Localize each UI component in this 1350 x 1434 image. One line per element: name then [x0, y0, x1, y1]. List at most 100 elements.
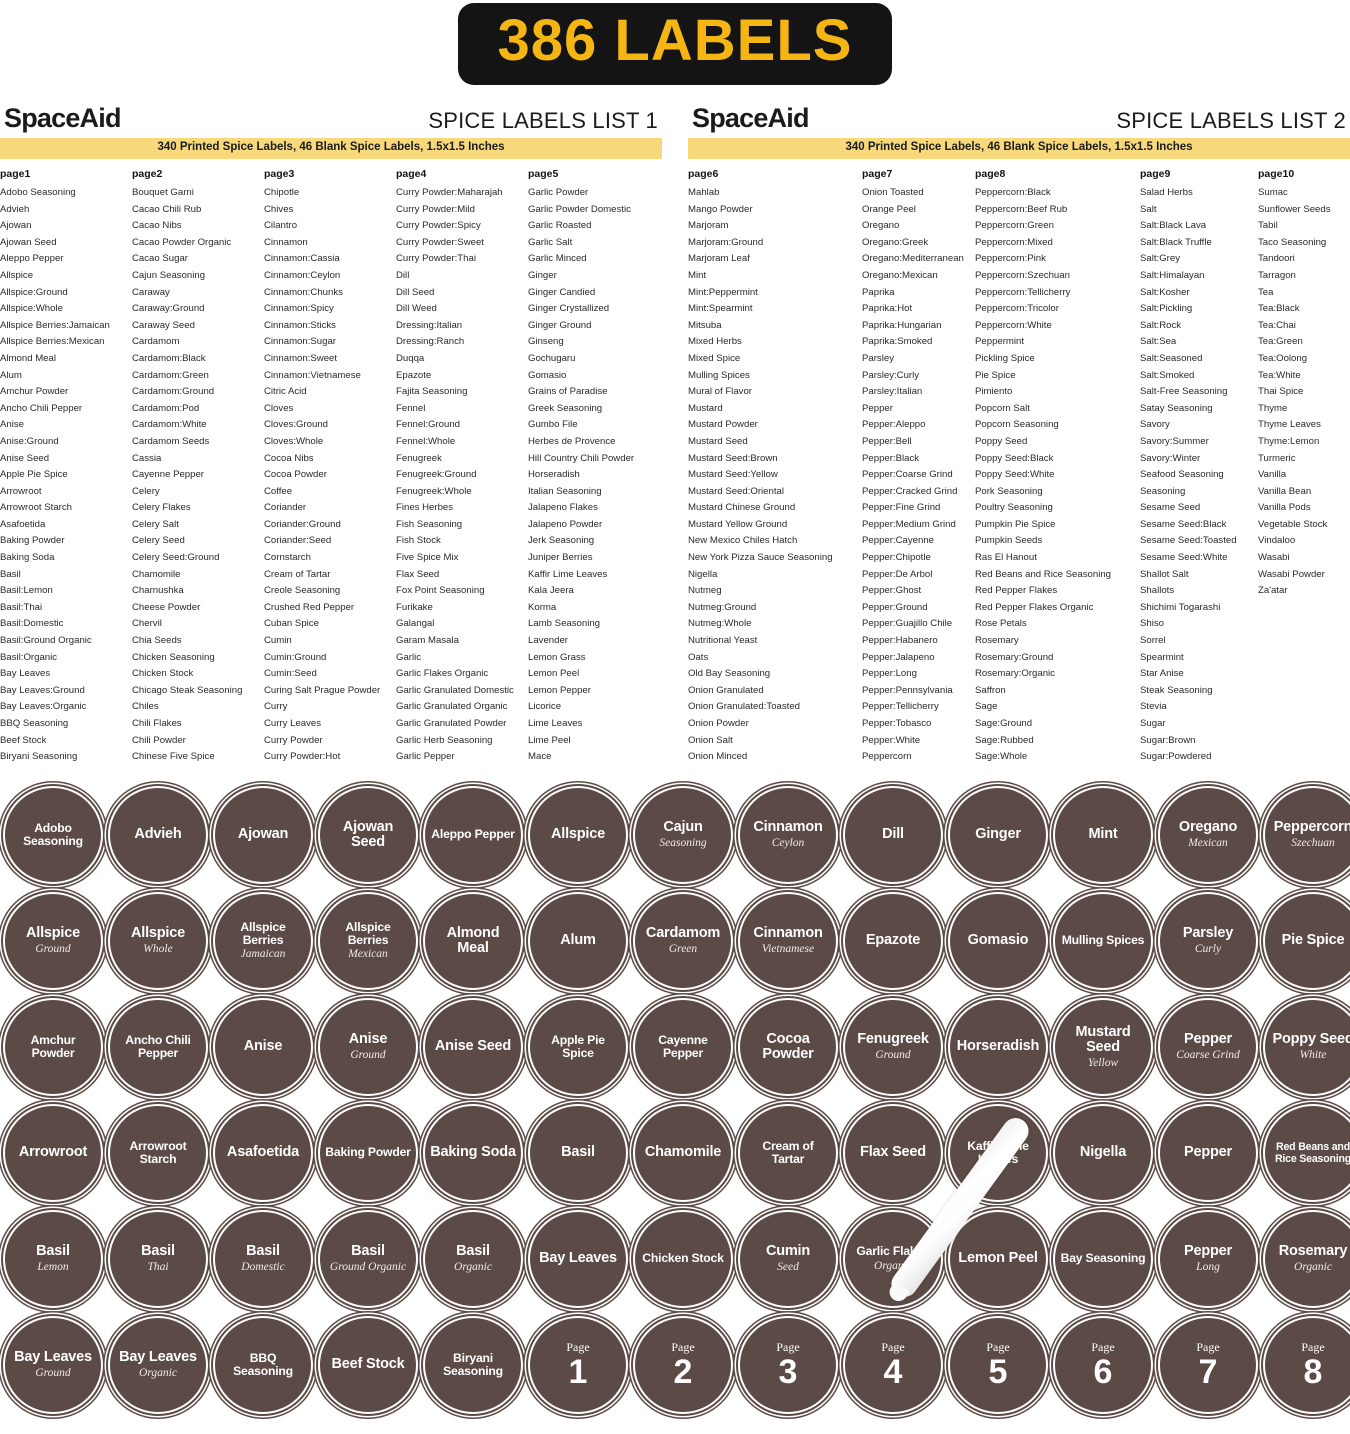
spice-sticker: Alum — [525, 889, 631, 993]
spice-sticker: Basil Thai — [105, 1207, 211, 1311]
list-item: Biryani Seasoning — [0, 751, 78, 763]
list-item: Shallots — [1140, 585, 1175, 597]
list-item: Greek Seasoning — [528, 402, 603, 414]
spice-labels-list-1: SpaceAid SPICE LABELS LIST 1 340 Printed… — [0, 92, 662, 766]
list-item: Jerk Seasoning — [528, 535, 595, 547]
list-item: Peppercorn — [862, 751, 912, 763]
list-item: Nutmeg:Whole — [688, 618, 752, 630]
spice-sticker-disc: Basil Lemon — [3, 1210, 103, 1308]
list-item: Pepper:Ghost — [862, 585, 922, 597]
list-item: Celery — [132, 485, 160, 497]
page-word: Page — [671, 1339, 695, 1354]
sticker-main-label: Horseradish — [956, 1038, 1040, 1055]
spice-sticker-disc: Aleppo Pepper — [423, 786, 523, 884]
list-item: Mustard Yellow Ground — [688, 518, 788, 530]
list-item: Tea:Oolong — [1258, 352, 1308, 364]
list-item: Cardamom:White — [132, 419, 207, 431]
list-item: Almond Meal — [0, 352, 56, 364]
list-item: Salt:Himalayan — [1140, 269, 1205, 281]
column-items: Curry Powder:Maharajah Curry Powder:Mild C… — [396, 185, 522, 766]
list-item: Pepper:Jalapeno — [862, 651, 935, 663]
spice-sticker: Amchur Powder — [0, 995, 106, 1099]
list-item: Nigella — [688, 568, 718, 580]
spice-sticker-disc: Basil Organic — [423, 1210, 523, 1308]
sticker-main-label: Cocoa Powder — [762, 1030, 814, 1062]
list-item: Tea:Green — [1258, 336, 1303, 348]
list-item: Rose Petals — [975, 618, 1027, 630]
list-item: Cornstarch — [264, 552, 311, 564]
list-item: Oregano:Mediterranean — [862, 253, 964, 265]
spice-sticker-disc: Pepper Long — [1158, 1210, 1258, 1308]
list-columns-1: page1 Adobo Seasoning Advieh Ajowan Ajowan … — [0, 159, 662, 766]
list-item: Cinnamon:Cassia — [264, 253, 340, 265]
list-item: Cardamom:Ground — [132, 386, 215, 398]
list-item: Epazote — [396, 369, 432, 381]
column-heading: page8 — [975, 167, 1006, 180]
sticker-main-label: Rosemary — [1278, 1243, 1348, 1260]
list-item: Salt:Seasoned — [1140, 352, 1203, 364]
list-item: Stevia — [1140, 701, 1167, 713]
list-item: Mahlab — [688, 187, 720, 199]
list-column-page4: page4 Curry Powder:Maharajah Curry Powder… — [396, 167, 528, 766]
spice-sticker-disc: Bay Leaves Organic — [108, 1316, 208, 1414]
page-number: 6 — [1093, 1352, 1113, 1391]
list-item: Dressing:Ranch — [396, 336, 465, 348]
spice-sticker-disc: Parsley Curly — [1158, 892, 1258, 990]
list-item: Pepper:Ground — [862, 601, 928, 613]
list-item: Chicken Stock — [132, 668, 194, 680]
list-item: Mustard Powder — [688, 419, 758, 431]
list-item: Allspice Berries:Mexican — [0, 336, 105, 348]
page-number: 1 — [568, 1352, 588, 1391]
spice-sticker-disc: Cinnamon Ceylon — [738, 786, 838, 884]
column-items: Peppercorn:Black Peppercorn:Beef Rub Peppe… — [975, 185, 1134, 766]
list-item: Five Spice Mix — [396, 552, 459, 564]
spice-sticker: Anise Seed — [420, 995, 526, 1099]
list-item: Cloves:Whole — [264, 435, 324, 447]
list-item: Peppercorn:Black — [975, 187, 1051, 199]
list-item: Bay Leaves — [0, 668, 51, 680]
list-item: Grains of Paradise — [528, 386, 608, 398]
sticker-main-label: Adobo Seasoning — [23, 820, 83, 848]
sticker-main-label: Peppercorn — [1273, 819, 1350, 836]
spice-sticker-disc: Gomasio — [948, 892, 1048, 990]
sticker-main-label: Basil — [351, 1243, 385, 1260]
list-item: Fenugreek:Ground — [396, 469, 477, 481]
list-item: Thai Spice — [1258, 386, 1304, 398]
list-item: Fennel — [396, 402, 426, 414]
spice-sticker-disc: Basil Ground Organic — [318, 1210, 418, 1308]
spice-sticker-disc: Poppy Seed White — [1263, 998, 1350, 1096]
list-item: Onion Granulated:Toasted — [688, 701, 800, 713]
spice-sticker-disc: Apple Pie Spice — [528, 998, 628, 1096]
list-item: Turmeric — [1258, 452, 1296, 464]
list-item: Cacao Powder Organic — [132, 236, 232, 248]
sticker-sub-label: Ground — [35, 1366, 71, 1379]
list-item: Oats — [688, 651, 709, 663]
list-item: Red Beans and Rice Seasoning — [975, 568, 1112, 580]
list-item: Orange Peel — [862, 203, 916, 215]
list-item: Cardamom:Green — [132, 369, 209, 381]
list-item: Cardamom:Black — [132, 352, 206, 364]
list-item: Fennel:Ground — [396, 419, 460, 431]
panel-title-2: SPICE LABELS LIST 2 — [1116, 108, 1346, 133]
list-item: Pepper:Cracked Grind — [862, 485, 958, 497]
spice-sticker: Bay Seasoning — [1050, 1207, 1156, 1311]
list-item: Mulling Spices — [688, 369, 750, 381]
list-item: Sesame Seed:Black — [1140, 518, 1227, 530]
page-divider-sticker: Page 7 — [1155, 1313, 1261, 1417]
sticker-sub-label: Seasoning — [659, 836, 707, 849]
list-item: Cayenne Pepper — [132, 469, 205, 481]
list-item: Cinnamon:Sticks — [264, 319, 336, 331]
spice-sticker: Bay Leaves — [525, 1207, 631, 1311]
list-item: Mustard Chinese Ground — [688, 502, 796, 514]
list-item: Fines Herbes — [396, 502, 454, 514]
spice-sticker: Pie Spice — [1260, 889, 1350, 993]
list-item: Gomasio — [528, 369, 567, 381]
panel-header-1: SpaceAid SPICE LABELS LIST 1 — [0, 92, 662, 138]
page-divider-disc: Page 8 — [1263, 1316, 1350, 1414]
banner-label: 386 LABELS — [497, 8, 853, 74]
list-item: Cinnamon:Spicy — [264, 303, 334, 315]
list-column-page8: page8 Peppercorn:Black Peppercorn:Beef Ru… — [975, 167, 1140, 766]
spice-sticker-disc: Baking Powder — [318, 1104, 418, 1202]
list-item: Baking Powder — [0, 535, 65, 547]
list-item: Celery Seed — [132, 535, 185, 547]
